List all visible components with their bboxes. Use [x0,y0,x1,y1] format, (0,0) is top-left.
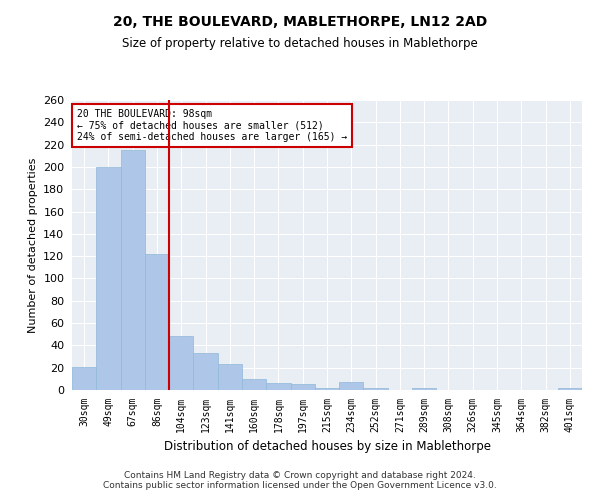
Text: 20, THE BOULEVARD, MABLETHORPE, LN12 2AD: 20, THE BOULEVARD, MABLETHORPE, LN12 2AD [113,15,487,29]
Bar [364,388,388,390]
Text: Contains HM Land Registry data © Crown copyright and database right 2024.
Contai: Contains HM Land Registry data © Crown c… [103,470,497,490]
Bar [96,167,121,390]
Bar [290,384,315,390]
Bar [169,336,193,390]
Bar [315,388,339,390]
Bar [218,364,242,390]
X-axis label: Distribution of detached houses by size in Mablethorpe: Distribution of detached houses by size … [163,440,491,453]
Y-axis label: Number of detached properties: Number of detached properties [28,158,38,332]
Bar [193,353,218,390]
Bar [121,150,145,390]
Bar [72,366,96,390]
Bar [558,388,582,390]
Bar [339,382,364,390]
Bar [266,384,290,390]
Text: 20 THE BOULEVARD: 98sqm
← 75% of detached houses are smaller (512)
24% of semi-d: 20 THE BOULEVARD: 98sqm ← 75% of detache… [77,108,347,142]
Bar [412,388,436,390]
Bar [145,254,169,390]
Text: Size of property relative to detached houses in Mablethorpe: Size of property relative to detached ho… [122,38,478,51]
Bar [242,379,266,390]
